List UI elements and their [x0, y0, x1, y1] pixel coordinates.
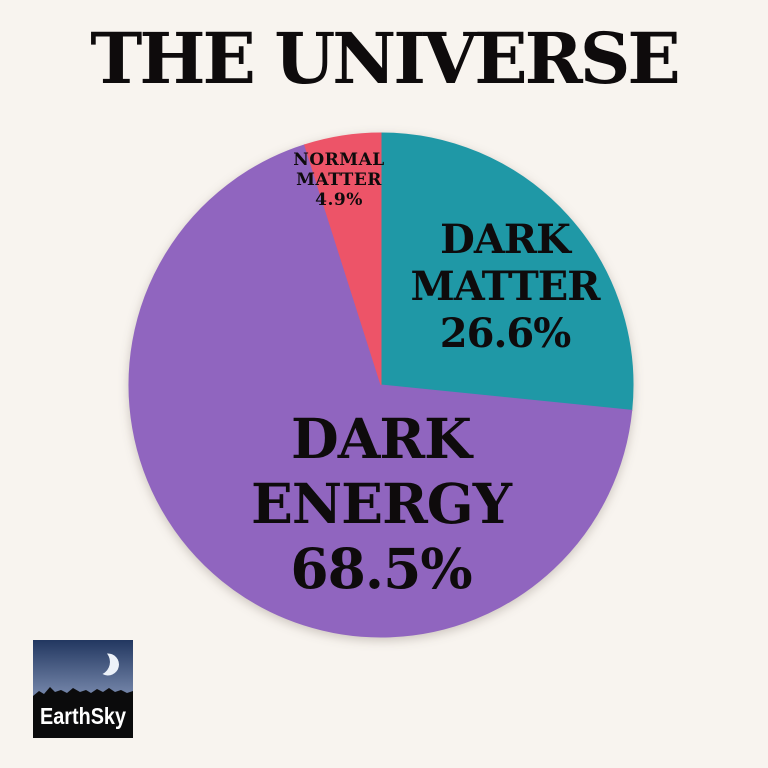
slice-percent: 68.5% [290, 536, 472, 601]
page-title: THE UNIVERSE [90, 17, 680, 100]
pie-slice-dark-matter [380, 132, 634, 411]
slice-label-line: DARK [291, 406, 472, 471]
slice-label-normal-matter: NORMAL MATTER 4.9% [293, 150, 384, 210]
slice-label-dark-matter: DARK MATTER 26.6% [410, 216, 601, 357]
slice-label-line: DARK [440, 216, 571, 263]
slice-label-line: ENERGY [250, 471, 512, 536]
logo-wordmark: EarthSky [40, 703, 126, 729]
mountains-silhouette-icon [33, 687, 133, 738]
crescent-moon-icon [102, 653, 119, 676]
slice-percent: 4.9% [315, 190, 363, 210]
slice-percent: 26.6% [439, 310, 571, 357]
slice-label-line: MATTER [410, 263, 601, 310]
pie-slice-normal-matter [304, 132, 382, 386]
slice-label-line: NORMAL [293, 150, 385, 170]
slice-label-dark-energy: DARK ENERGY 68.5% [250, 406, 512, 601]
pie-slice-dark-energy [128, 144, 633, 638]
slice-label-line: MATTER [296, 170, 382, 190]
earthsky-logo: EarthSky [33, 640, 133, 738]
